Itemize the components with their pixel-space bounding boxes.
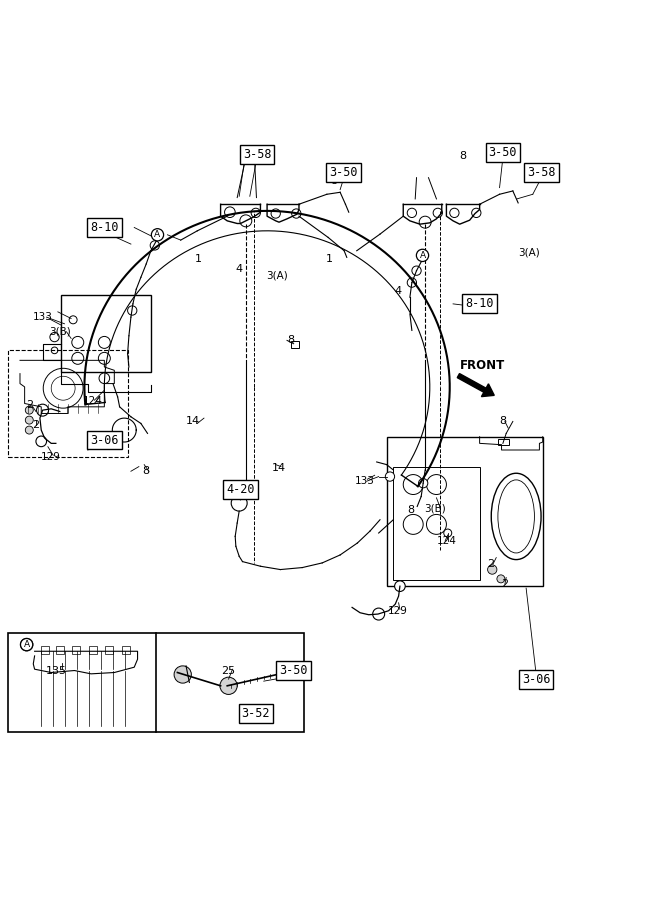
Text: 1: 1 bbox=[195, 255, 201, 265]
Bar bbox=[498, 438, 509, 446]
Bar bbox=[291, 341, 299, 347]
Circle shape bbox=[251, 208, 260, 218]
Text: 2: 2 bbox=[502, 580, 508, 590]
Circle shape bbox=[386, 472, 395, 482]
Circle shape bbox=[37, 404, 49, 416]
Text: 8: 8 bbox=[287, 336, 294, 346]
Circle shape bbox=[395, 580, 406, 591]
Text: 4: 4 bbox=[235, 264, 243, 274]
Circle shape bbox=[50, 332, 59, 342]
Text: 3(B): 3(B) bbox=[49, 327, 71, 337]
Text: 3-06: 3-06 bbox=[90, 434, 119, 446]
Text: 3(B): 3(B) bbox=[424, 503, 446, 514]
Text: 14: 14 bbox=[185, 417, 199, 427]
Text: 3-50: 3-50 bbox=[279, 664, 308, 677]
Text: 14: 14 bbox=[272, 463, 286, 473]
Circle shape bbox=[25, 426, 33, 434]
Text: 4-20: 4-20 bbox=[226, 483, 255, 497]
Text: 135: 135 bbox=[46, 666, 67, 676]
Circle shape bbox=[174, 666, 191, 683]
Bar bbox=[41, 646, 49, 654]
Text: 3-52: 3-52 bbox=[241, 707, 270, 720]
Text: 8: 8 bbox=[500, 417, 506, 427]
Circle shape bbox=[433, 208, 442, 218]
Text: 133: 133 bbox=[355, 476, 375, 486]
Circle shape bbox=[418, 479, 428, 488]
Text: 124: 124 bbox=[83, 396, 102, 406]
Text: 2: 2 bbox=[33, 420, 39, 430]
Text: FRONT: FRONT bbox=[460, 359, 505, 372]
Text: 8-10: 8-10 bbox=[90, 221, 119, 234]
Bar bbox=[105, 646, 113, 654]
Circle shape bbox=[450, 208, 459, 218]
Text: 8: 8 bbox=[330, 176, 337, 186]
Text: 8: 8 bbox=[460, 151, 467, 161]
Bar bbox=[387, 436, 543, 586]
Text: 129: 129 bbox=[388, 606, 408, 616]
Bar bbox=[8, 633, 303, 733]
Text: 8: 8 bbox=[408, 505, 415, 515]
Text: A: A bbox=[23, 640, 30, 649]
Circle shape bbox=[240, 215, 252, 227]
Circle shape bbox=[271, 209, 280, 218]
Text: 129: 129 bbox=[41, 452, 61, 462]
Text: 8-10: 8-10 bbox=[466, 297, 494, 310]
Text: 25: 25 bbox=[221, 665, 235, 676]
Bar bbox=[8, 350, 127, 456]
Text: 3-58: 3-58 bbox=[243, 148, 271, 161]
Circle shape bbox=[225, 207, 235, 218]
Text: 3-50: 3-50 bbox=[329, 166, 358, 179]
Circle shape bbox=[220, 677, 237, 695]
Circle shape bbox=[497, 575, 505, 583]
Circle shape bbox=[99, 373, 109, 383]
Text: A: A bbox=[155, 230, 161, 239]
Circle shape bbox=[51, 347, 58, 354]
Text: 133: 133 bbox=[33, 312, 53, 322]
Circle shape bbox=[472, 208, 481, 218]
Circle shape bbox=[291, 209, 301, 218]
Circle shape bbox=[373, 608, 385, 620]
Circle shape bbox=[488, 565, 497, 574]
Text: A: A bbox=[420, 251, 426, 260]
Bar bbox=[72, 646, 80, 654]
Text: 124: 124 bbox=[436, 536, 456, 546]
FancyArrow shape bbox=[458, 374, 494, 397]
Circle shape bbox=[444, 529, 452, 537]
Text: 4: 4 bbox=[394, 285, 402, 295]
Text: A: A bbox=[23, 640, 30, 649]
Text: 3-58: 3-58 bbox=[527, 166, 556, 179]
Circle shape bbox=[36, 436, 47, 446]
Bar bbox=[89, 646, 97, 654]
Text: 1: 1 bbox=[325, 255, 332, 265]
Circle shape bbox=[408, 208, 416, 218]
Circle shape bbox=[127, 306, 137, 315]
Bar bbox=[394, 466, 480, 580]
Text: 3-06: 3-06 bbox=[522, 672, 550, 686]
Circle shape bbox=[408, 278, 416, 287]
Text: 8: 8 bbox=[143, 466, 150, 476]
Circle shape bbox=[150, 241, 159, 250]
Text: 3-50: 3-50 bbox=[489, 146, 517, 159]
Text: 3(A): 3(A) bbox=[266, 271, 288, 281]
Circle shape bbox=[25, 416, 33, 424]
Text: 2: 2 bbox=[26, 400, 33, 410]
Bar bbox=[122, 646, 130, 654]
Bar bbox=[61, 295, 151, 372]
Text: 3(A): 3(A) bbox=[518, 248, 540, 257]
Circle shape bbox=[419, 216, 431, 228]
Bar bbox=[56, 646, 64, 654]
Circle shape bbox=[412, 266, 421, 275]
Text: 2: 2 bbox=[488, 559, 494, 569]
Circle shape bbox=[25, 406, 33, 414]
